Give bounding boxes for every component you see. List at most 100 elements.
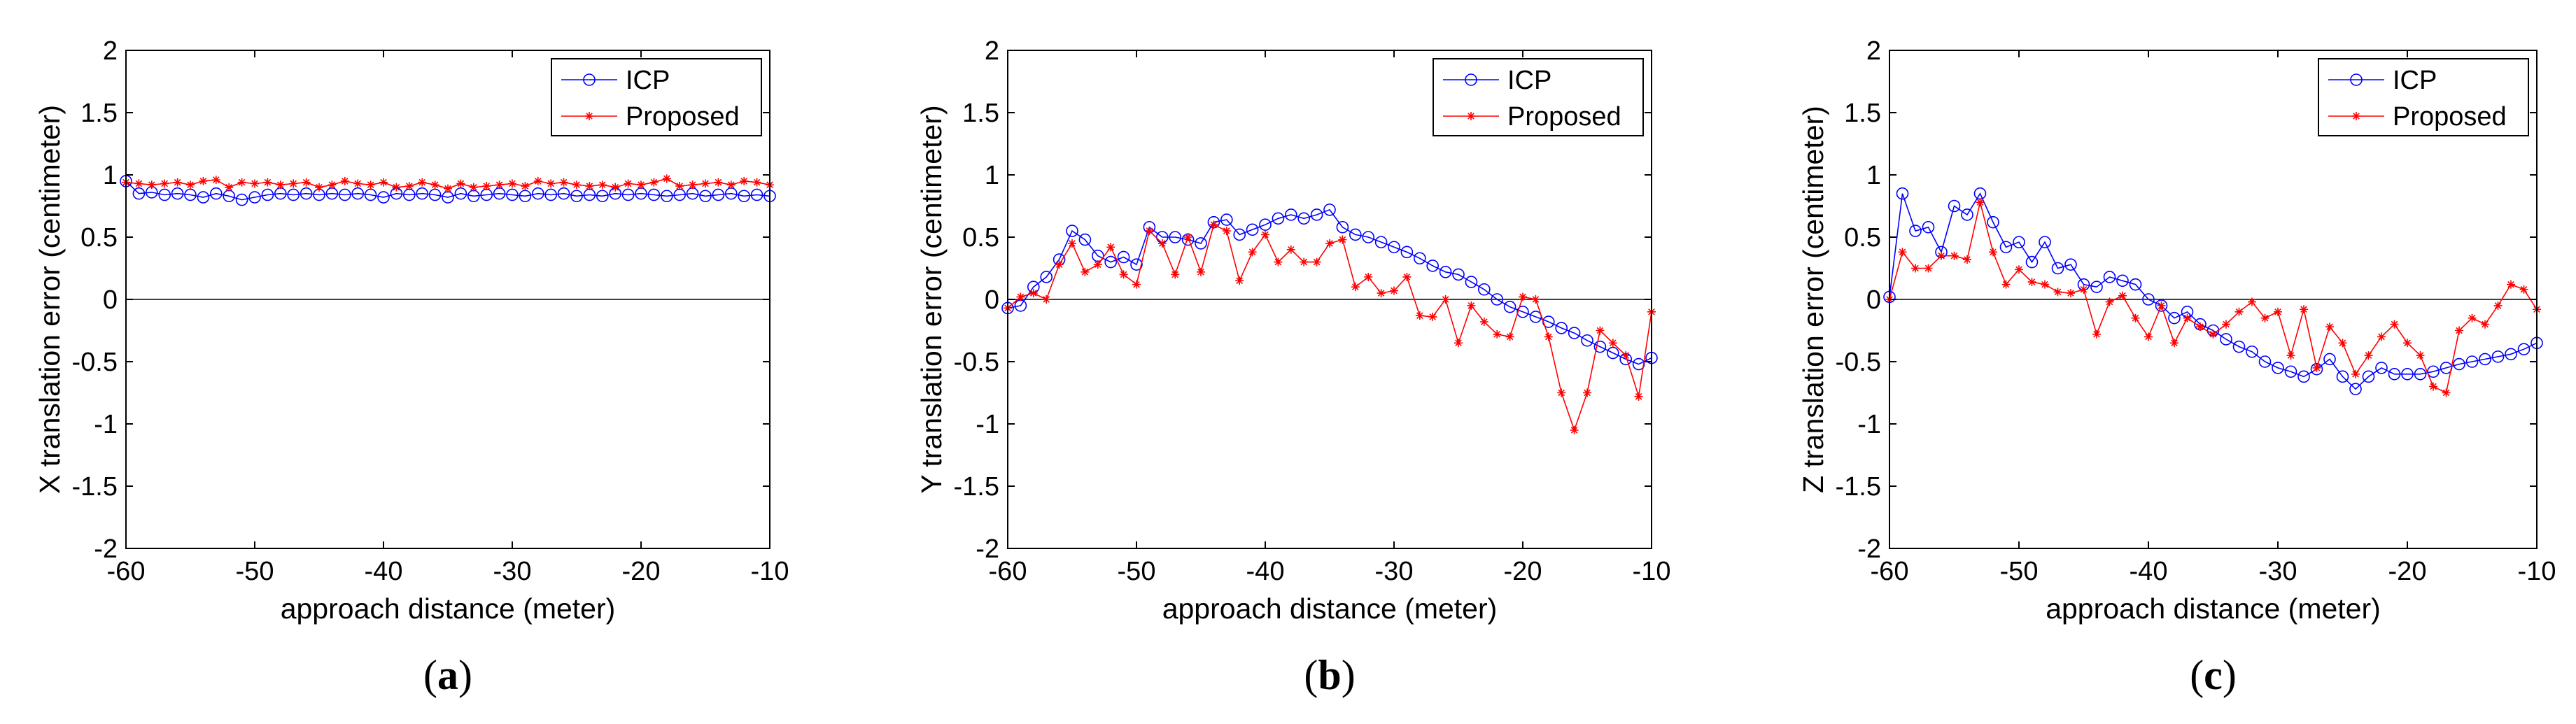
data-point-icp <box>2479 353 2491 366</box>
data-point-proposed <box>1157 239 1167 248</box>
data-point-proposed <box>276 180 285 190</box>
y-tick-label: 0.5 <box>1844 223 1881 253</box>
data-point-icp <box>132 187 146 200</box>
data-point-proposed <box>1312 257 1321 267</box>
data-point-proposed <box>160 179 169 188</box>
data-point-proposed <box>1145 227 1154 236</box>
data-point-icp <box>2388 367 2401 381</box>
data-point-icp <box>197 191 210 204</box>
y-tick-label: 0.5 <box>80 223 118 253</box>
data-point-proposed <box>2286 351 2295 360</box>
legend-label: ICP <box>626 66 670 95</box>
series-line-proposed <box>1889 201 2538 394</box>
y-tick-label: 2 <box>985 36 999 66</box>
x-tick-label: -40 <box>365 557 403 586</box>
data-point-proposed <box>1608 339 1617 348</box>
data-point-proposed <box>688 180 697 190</box>
data-point-icp <box>1259 218 1272 232</box>
data-point-icp <box>1516 305 1529 318</box>
data-point-proposed <box>1016 292 1025 301</box>
legend-box <box>2318 58 2529 136</box>
caption-open-paren: ( <box>1304 652 1318 698</box>
caption-letter: a <box>437 652 458 698</box>
data-point-icp <box>1310 208 1323 221</box>
y-tick-label: 1.5 <box>962 99 999 128</box>
y-tick-label: 1 <box>1866 161 1881 190</box>
data-point-proposed <box>2209 329 2218 339</box>
data-point-icp <box>2103 271 2116 283</box>
data-point-proposed <box>533 176 542 185</box>
data-point-proposed <box>1068 239 1076 248</box>
data-point-proposed <box>714 178 723 187</box>
data-point-proposed <box>1261 230 1269 239</box>
legend-label: ICP <box>1507 66 1551 95</box>
data-point-icp <box>1948 199 1961 213</box>
data-point-icp <box>2116 274 2129 288</box>
y-tick-label: -2 <box>1857 534 1881 564</box>
data-point-proposed <box>2157 301 2166 310</box>
data-point-icp <box>557 187 570 200</box>
data-point-icp <box>750 188 763 201</box>
legend-label: Proposed <box>626 102 740 132</box>
data-point-icp <box>261 188 274 201</box>
x-tick-label: -60 <box>1871 557 1909 586</box>
data-point-icp <box>1555 322 1568 334</box>
data-point-icp <box>287 188 300 201</box>
caption-letter: b <box>1318 652 1341 698</box>
x-tick-label: -20 <box>1504 557 1542 586</box>
data-point-proposed <box>328 180 337 190</box>
data-point-proposed <box>2312 363 2321 372</box>
data-point-proposed <box>1197 267 1205 276</box>
data-point-icp <box>2258 355 2272 368</box>
data-point-proposed <box>2300 305 2308 314</box>
data-point-icp <box>1632 357 1645 371</box>
data-point-proposed <box>1937 251 1945 260</box>
data-point-icp <box>1503 300 1516 313</box>
data-point-icp <box>1066 225 1078 237</box>
data-point-icp <box>1374 236 1388 248</box>
data-point-icp <box>2090 281 2103 294</box>
data-point-proposed <box>1300 257 1309 267</box>
legend: ICP Proposed <box>2318 58 2529 136</box>
data-point-proposed <box>1531 295 1540 304</box>
data-point-icp <box>351 187 365 200</box>
data-point-proposed <box>379 178 388 187</box>
data-point-icp <box>1117 250 1130 264</box>
data-point-icp <box>2129 278 2142 291</box>
data-point-icp <box>171 187 184 200</box>
data-point-proposed <box>611 183 620 192</box>
data-point-proposed <box>2390 320 2399 329</box>
data-point-icp <box>2517 343 2531 356</box>
data-point-proposed <box>2377 332 2386 341</box>
data-point-icp <box>519 190 532 203</box>
y-tick-label: 0 <box>1866 285 1881 315</box>
legend-box <box>551 58 762 136</box>
y-tick-label: -1 <box>976 410 999 439</box>
data-point-proposed <box>2222 320 2230 329</box>
data-point-icp <box>712 188 725 201</box>
data-point-icp <box>454 187 467 200</box>
data-point-icp <box>209 187 223 200</box>
data-point-proposed <box>1505 332 1514 341</box>
data-point-icp <box>1593 340 1607 353</box>
data-point-proposed <box>1898 248 1907 257</box>
data-point-icp <box>377 191 390 204</box>
data-point-proposed <box>649 178 659 187</box>
data-point-proposed <box>392 183 401 192</box>
data-point-icp <box>1323 204 1336 216</box>
data-point-icp <box>2155 299 2168 312</box>
x-tick-label: -20 <box>622 557 661 586</box>
data-point-icp <box>1465 276 1478 288</box>
panel-caption: (a) <box>423 652 472 698</box>
caption-open-paren: ( <box>2190 652 2204 698</box>
data-point-icp <box>2465 355 2479 368</box>
data-point-icp <box>2142 293 2155 306</box>
data-point-proposed <box>2053 288 2062 297</box>
data-point-icp <box>184 188 197 201</box>
data-point-icp <box>1246 223 1259 236</box>
data-point-proposed <box>2507 280 2515 289</box>
data-point-proposed <box>366 180 375 190</box>
data-point-proposed <box>1467 301 1476 310</box>
data-point-proposed <box>2429 382 2437 391</box>
data-point-icp <box>1400 246 1414 259</box>
